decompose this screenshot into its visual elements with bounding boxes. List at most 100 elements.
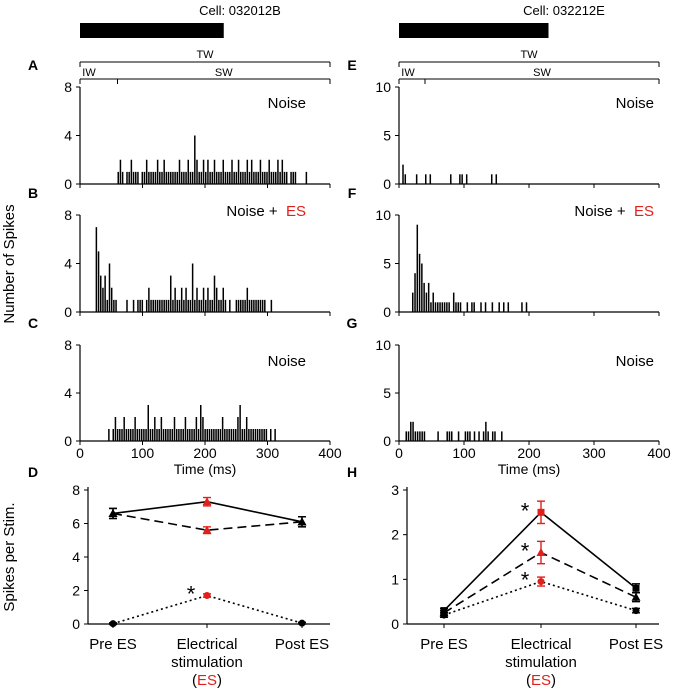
spike-bar — [206, 429, 209, 441]
spike-bar — [167, 429, 169, 441]
spike-bar — [421, 431, 423, 441]
panel-letter: H — [347, 464, 357, 480]
tw-label: TW — [196, 49, 214, 61]
spike-bar — [159, 171, 161, 184]
spike-bar — [200, 299, 203, 312]
spike-bar — [250, 159, 253, 184]
es-abbrev: ES — [531, 672, 551, 689]
panel-letter: B — [28, 185, 38, 201]
spike-bar — [114, 417, 117, 441]
spike-bar — [113, 299, 115, 312]
spike-bar — [194, 135, 196, 184]
spike-bar — [130, 159, 133, 184]
data-point-square — [632, 584, 640, 592]
stimulus-bar — [399, 23, 549, 38]
spike-bar — [198, 299, 200, 312]
spike-bar — [252, 429, 254, 441]
spike-bar — [213, 159, 216, 184]
spike-bar — [121, 171, 124, 184]
condition-label: Noise — [616, 353, 654, 370]
category-label-post-es: Post ES — [275, 636, 329, 653]
significance-star: * — [187, 582, 196, 607]
spike-bar — [210, 429, 213, 441]
spike-bar — [170, 275, 172, 312]
spike-bar — [143, 429, 145, 441]
spike-bar — [220, 299, 222, 312]
spike-bar — [116, 429, 119, 441]
x-tick-label: 400 — [647, 445, 671, 461]
spike-bar — [443, 302, 446, 312]
spike-bar — [257, 171, 259, 184]
spike-bar — [154, 299, 157, 312]
category-label-es-abbrev: (ES) — [192, 672, 222, 689]
spike-bar — [134, 417, 136, 441]
spike-bar — [257, 299, 259, 312]
spike-bar — [198, 171, 200, 184]
spike-bar — [407, 431, 410, 441]
spike-bar — [246, 287, 249, 312]
spike-bar — [270, 299, 273, 312]
spike-bar — [189, 299, 192, 312]
condition-label: Noise — [268, 353, 306, 370]
paren: ) — [217, 672, 222, 689]
spike-bar — [139, 299, 141, 312]
spike-bar — [464, 431, 467, 441]
spike-bar — [97, 251, 100, 312]
spike-bar — [215, 287, 218, 312]
iw-label: IW — [82, 67, 96, 79]
spike-bar — [218, 171, 220, 184]
condition-label: Noise — [268, 95, 306, 112]
summary-y-tick-label: 8 — [72, 482, 80, 498]
spike-bar — [253, 299, 255, 312]
spike-bar — [432, 292, 434, 312]
spike-bar — [121, 429, 123, 441]
x-axis-label-time: Time (ms) — [174, 461, 236, 477]
spike-bar — [279, 171, 281, 184]
spike-bar — [272, 171, 275, 184]
spike-bar — [178, 429, 180, 441]
spike-bar — [290, 171, 292, 184]
spike-bar — [174, 287, 176, 312]
x-tick-label: 200 — [517, 445, 541, 461]
spike-bar — [217, 429, 219, 441]
y-tick-label: 4 — [64, 385, 72, 401]
significance-star: * — [521, 498, 530, 523]
spike-bar — [248, 429, 250, 441]
data-point-circle — [109, 620, 117, 628]
category-label-electrical: Electrical — [511, 636, 572, 653]
x-tick-label: 200 — [193, 445, 217, 461]
spike-bar — [165, 429, 167, 441]
spike-bar — [226, 429, 228, 441]
summary-y-tick-label: 2 — [391, 527, 399, 543]
sw-label: SW — [215, 67, 233, 79]
x-axis-label-time: Time (ms) — [498, 461, 560, 477]
spike-bar — [277, 159, 279, 184]
spike-bar — [423, 282, 425, 312]
spike-bar — [148, 287, 150, 312]
spike-bar — [163, 299, 165, 312]
spike-bar — [184, 417, 187, 441]
spike-bar — [235, 299, 238, 312]
spike-bar — [197, 429, 200, 441]
panel-letter: C — [28, 315, 38, 331]
spike-bar — [235, 171, 238, 184]
spike-bar — [402, 164, 404, 184]
spike-bar — [240, 299, 242, 312]
spike-bar — [294, 171, 297, 184]
spike-bar — [480, 302, 482, 312]
spike-bar — [283, 171, 286, 184]
spike-bar — [494, 431, 496, 441]
spike-bar — [205, 171, 207, 184]
spike-bar — [145, 159, 148, 184]
spike-bar — [457, 302, 459, 312]
data-point-circle — [298, 619, 306, 627]
spike-bar — [264, 299, 266, 312]
spike-bar — [119, 429, 121, 441]
summary-y-tick-label: 1 — [391, 571, 399, 587]
category-label-post-es: Post ES — [609, 636, 663, 653]
data-point-triangle — [297, 517, 307, 526]
spike-bar — [150, 171, 152, 184]
data-point-circle — [203, 592, 211, 600]
spike-bar — [127, 429, 130, 441]
spike-bar — [224, 299, 227, 312]
